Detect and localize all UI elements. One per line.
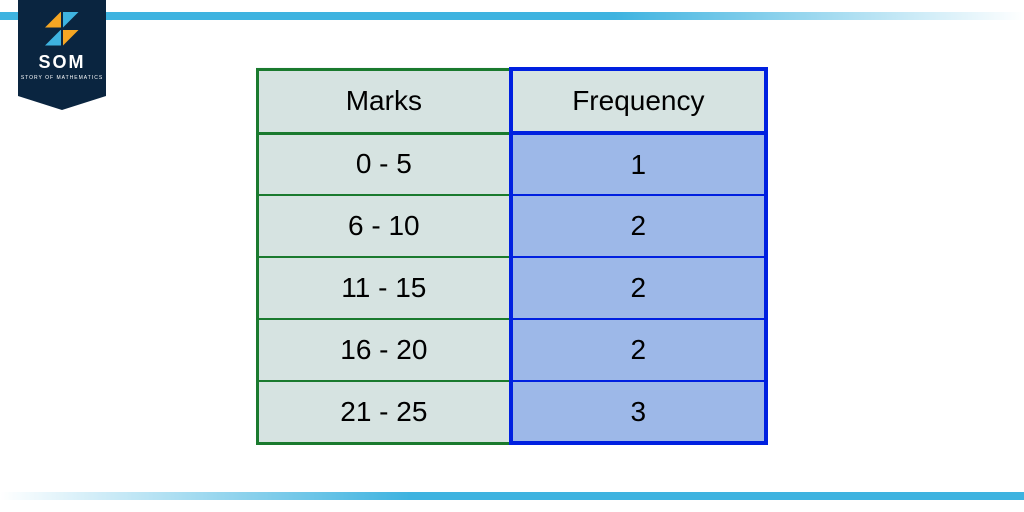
col-header-marks: Marks bbox=[258, 69, 511, 133]
col-header-frequency: Frequency bbox=[511, 69, 766, 133]
freq-cell: 1 bbox=[511, 133, 766, 195]
freq-cell: 2 bbox=[511, 257, 766, 319]
table-row: 21 - 25 3 bbox=[258, 381, 767, 443]
logo-icon bbox=[45, 12, 79, 46]
frequency-table: Marks Frequency 0 - 5 1 6 - 10 2 11 - 15… bbox=[256, 67, 768, 445]
marks-cell: 16 - 20 bbox=[258, 319, 511, 381]
logo-text: SOM bbox=[38, 52, 85, 73]
brand-logo: SOM STORY OF MATHEMATICS bbox=[18, 0, 106, 96]
marks-cell: 6 - 10 bbox=[258, 195, 511, 257]
table-row: 11 - 15 2 bbox=[258, 257, 767, 319]
freq-cell: 2 bbox=[511, 319, 766, 381]
marks-cell: 11 - 15 bbox=[258, 257, 511, 319]
bottom-accent-bar bbox=[0, 492, 1024, 500]
logo-subtitle: STORY OF MATHEMATICS bbox=[21, 75, 103, 81]
marks-cell: 21 - 25 bbox=[258, 381, 511, 443]
freq-cell: 2 bbox=[511, 195, 766, 257]
marks-cell: 0 - 5 bbox=[258, 133, 511, 195]
table-header-row: Marks Frequency bbox=[258, 69, 767, 133]
table-row: 16 - 20 2 bbox=[258, 319, 767, 381]
freq-cell: 3 bbox=[511, 381, 766, 443]
top-accent-bar bbox=[0, 12, 1024, 20]
table-row: 6 - 10 2 bbox=[258, 195, 767, 257]
table-row: 0 - 5 1 bbox=[258, 133, 767, 195]
